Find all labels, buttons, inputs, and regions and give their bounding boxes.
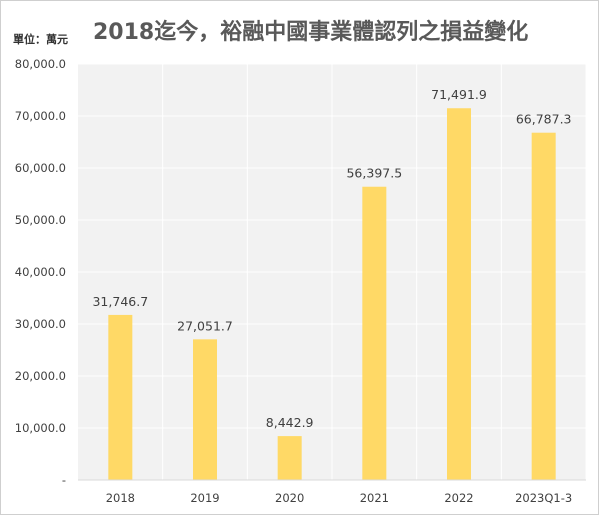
- y-tick-label: -: [62, 473, 66, 487]
- data-label: 8,442.9: [266, 415, 314, 430]
- x-tick-label: 2022: [444, 491, 473, 505]
- x-tick-label: 2020: [275, 491, 304, 505]
- data-label: 27,051.7: [177, 318, 233, 333]
- bar: [277, 436, 302, 480]
- data-label: 56,397.5: [346, 166, 402, 181]
- y-tick-label: 70,000.0: [15, 109, 66, 123]
- bar: [108, 314, 133, 480]
- chart-title: 2018迄今，裕融中國事業體認列之損益變化: [93, 20, 529, 45]
- y-tick-label: 80,000.0: [15, 57, 66, 71]
- y-tick-label: 50,000.0: [15, 213, 66, 227]
- bar: [193, 339, 217, 480]
- bar: [531, 132, 556, 480]
- bar: [447, 108, 471, 480]
- y-tick-label: 30,000.0: [15, 317, 66, 331]
- y-tick-label: 20,000.0: [15, 369, 66, 383]
- data-label: 66,787.3: [516, 112, 572, 127]
- x-tick-label: 2023Q1-3: [515, 491, 572, 505]
- y-tick-label: 10,000.0: [15, 421, 66, 435]
- y-tick-label: 60,000.0: [15, 161, 66, 175]
- x-tick-label: 2018: [106, 491, 135, 505]
- y-tick-label: 40,000.0: [15, 265, 66, 279]
- unit-label: 單位：萬元: [13, 33, 68, 46]
- bar: [362, 186, 387, 480]
- data-label: 31,746.7: [92, 294, 148, 309]
- data-label: 71,491.9: [431, 87, 487, 102]
- x-tick-label: 2019: [190, 491, 219, 505]
- x-tick-label: 2021: [360, 491, 389, 505]
